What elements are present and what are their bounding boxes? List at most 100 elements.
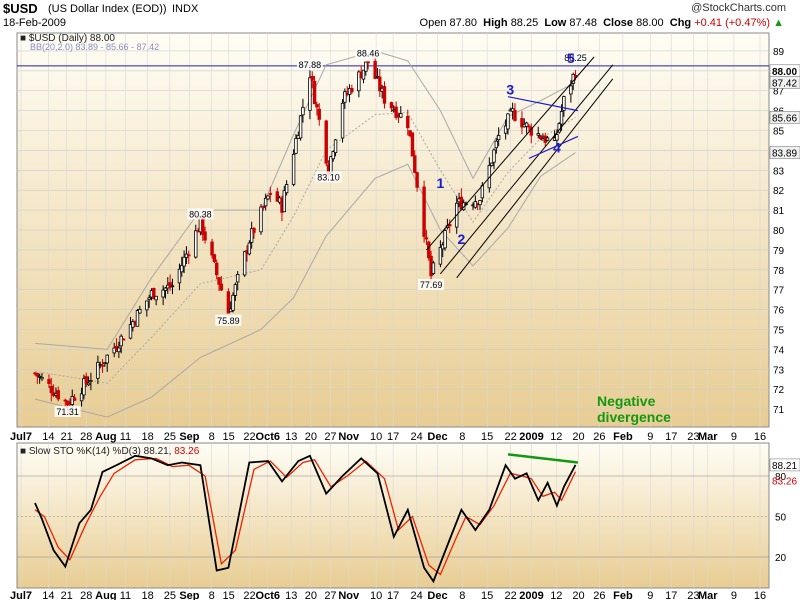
candle-body bbox=[203, 231, 207, 241]
candle-body bbox=[170, 285, 175, 288]
chg-value: +0.41 (+0.47%) bbox=[694, 17, 771, 29]
candle-body bbox=[105, 354, 109, 364]
candle-body bbox=[212, 254, 217, 263]
candle-body bbox=[333, 139, 338, 154]
candle-body bbox=[56, 390, 60, 400]
price-tick-label: 71 bbox=[773, 405, 785, 416]
bollinger-legend: BB(20,2.0) 83.89 - 85.66 - 87.42 bbox=[30, 42, 159, 52]
close-value: 88.00 bbox=[636, 17, 664, 29]
candle-body bbox=[520, 118, 524, 128]
x-tick-label-price: 13 bbox=[285, 431, 297, 443]
price-tick-label: 80 bbox=[773, 226, 785, 237]
candle-body bbox=[219, 283, 224, 291]
bollinger-middle bbox=[34, 112, 576, 384]
candle-body bbox=[168, 282, 172, 288]
candle-body bbox=[182, 256, 186, 267]
triangle-line bbox=[528, 135, 579, 159]
candle-body bbox=[494, 140, 499, 149]
x-tick-label-sto: 13 bbox=[285, 590, 297, 600]
x-tick-label-price: 9 bbox=[647, 431, 653, 443]
close-label: Close bbox=[603, 17, 634, 29]
x-tick-label-sto: 8 bbox=[209, 590, 215, 600]
x-tick-label-price: 22 bbox=[243, 431, 255, 443]
price-tick-label: 77 bbox=[773, 286, 785, 297]
candle-body bbox=[496, 135, 501, 141]
price-tick-label: 89 bbox=[773, 47, 785, 58]
candle-body bbox=[413, 155, 417, 173]
x-tick-label-sto: 26 bbox=[593, 590, 605, 600]
x-tick-label-price: 28 bbox=[80, 431, 92, 443]
right-axis-value: 83.89 bbox=[772, 149, 797, 160]
candle-body bbox=[394, 106, 398, 118]
x-tick-label-price: 24 bbox=[410, 431, 422, 443]
candle-body bbox=[410, 132, 415, 157]
candle-body bbox=[35, 372, 40, 377]
trend-channel-line bbox=[456, 78, 614, 279]
sto-tick-label: 50 bbox=[775, 513, 787, 524]
candle-body bbox=[562, 96, 566, 111]
candle-body bbox=[161, 289, 165, 298]
candle-body bbox=[422, 186, 426, 237]
sto-legend-black: ■ Slow STO %K(14) %D(3) 88.21, bbox=[20, 446, 171, 457]
candle-body bbox=[492, 149, 496, 163]
x-tick-label-price: Nov bbox=[338, 431, 360, 443]
x-tick-label-sto: 27 bbox=[324, 590, 336, 600]
sto-tick-label: 20 bbox=[775, 553, 787, 564]
candle-body bbox=[382, 86, 387, 104]
candle-body bbox=[361, 69, 366, 80]
divergence-line bbox=[507, 453, 579, 464]
sto-legend-red: 83.26 bbox=[174, 446, 199, 457]
candle-body bbox=[63, 399, 67, 402]
x-tick-label-sto: Dec bbox=[427, 590, 447, 600]
x-tick-label-price: 26 bbox=[593, 431, 605, 443]
wave-label: 5 bbox=[567, 50, 575, 66]
x-tick-label-price: Mar bbox=[698, 431, 718, 443]
candle-body bbox=[231, 294, 235, 311]
candle-body bbox=[366, 61, 370, 64]
x-tick-label-sto: Oct6 bbox=[256, 590, 280, 600]
x-tick-label-price: 20 bbox=[572, 431, 584, 443]
x-tick-label-price: 17 bbox=[665, 431, 677, 443]
candle-body bbox=[233, 284, 238, 296]
sto-d-value: 83.26 bbox=[772, 477, 797, 488]
price-label: 87.88 bbox=[299, 60, 322, 70]
candle-body bbox=[536, 133, 540, 136]
price-label-bg bbox=[215, 314, 242, 326]
divergence-label-2: divergence bbox=[597, 409, 671, 425]
candle-body bbox=[235, 274, 240, 283]
x-tick-label-sto: Feb bbox=[613, 590, 633, 600]
x-tick-label-sto: Aug bbox=[95, 590, 116, 600]
candle-body bbox=[364, 61, 368, 72]
high-value: 88.25 bbox=[510, 17, 539, 29]
candle-body bbox=[96, 361, 100, 379]
price-tick-label: 74 bbox=[773, 345, 785, 356]
candle-body bbox=[357, 71, 361, 92]
candle-body bbox=[438, 247, 443, 265]
price-label: 88.25 bbox=[564, 53, 587, 63]
candle-body bbox=[37, 375, 42, 378]
candle-body bbox=[135, 310, 140, 327]
candle-body bbox=[312, 80, 317, 105]
x-tick-label-sto: 24 bbox=[410, 590, 422, 600]
candle-body bbox=[89, 380, 93, 382]
price-tick-label: 78 bbox=[773, 266, 785, 277]
candle-body bbox=[424, 237, 429, 240]
candle-body bbox=[343, 91, 347, 103]
sto-k-value: 88.21 bbox=[772, 461, 797, 472]
candle-body bbox=[180, 265, 184, 273]
candle-body bbox=[119, 335, 123, 347]
low-label: Low bbox=[544, 17, 567, 29]
candle-body bbox=[259, 206, 263, 233]
price-label-bg bbox=[562, 51, 589, 63]
candle-body bbox=[506, 113, 510, 130]
candle-body bbox=[308, 77, 312, 111]
symbol-title: $USD bbox=[3, 1, 38, 16]
price-tick-label: 75 bbox=[773, 325, 785, 336]
candle-body bbox=[443, 230, 447, 249]
x-tick-label-sto: 18 bbox=[142, 590, 154, 600]
candle-body bbox=[194, 230, 198, 258]
chart-date: 18-Feb-2009 bbox=[3, 17, 66, 29]
x-tick-label-price: 8 bbox=[459, 431, 465, 443]
sto-k-value-box bbox=[769, 458, 800, 472]
x-tick-label-price: 9 bbox=[731, 431, 737, 443]
